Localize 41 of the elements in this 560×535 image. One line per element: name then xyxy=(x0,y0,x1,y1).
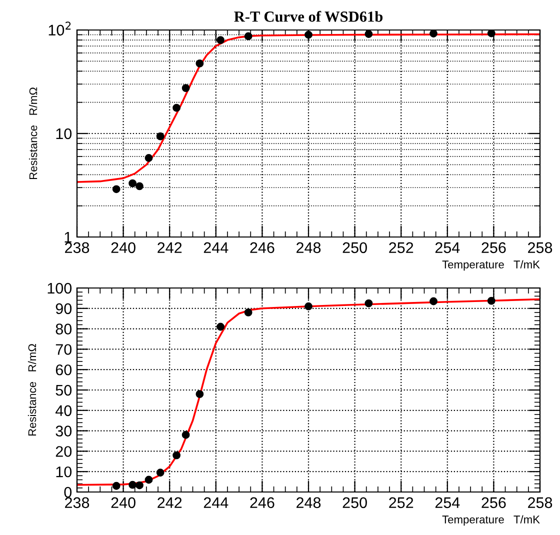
y-axis-title: Resistance R/mΩ xyxy=(29,88,38,180)
x-tick-label: 254 xyxy=(435,497,460,508)
x-tick-label: 250 xyxy=(342,497,367,508)
y-tick-label: 10 xyxy=(56,466,72,478)
y-tick-label: 10$^{2}$ xyxy=(48,22,71,36)
y-tick-label: 1 xyxy=(64,232,72,243)
x-tick-label: 256 xyxy=(482,242,506,254)
x-tick-label: 256 xyxy=(482,497,506,508)
y-tick-label: 0 xyxy=(64,486,72,498)
x-tick-label: 252 xyxy=(389,242,414,254)
x-tick-label: 244 xyxy=(204,242,228,253)
x-axis-title: Temperature T/mK xyxy=(442,260,540,271)
y-tick-label: 40 xyxy=(56,405,72,416)
x-tick-label: 240 xyxy=(111,242,136,254)
chart-title: R-T Curve of WSD61b xyxy=(234,10,383,22)
y-tick-label: 20 xyxy=(56,446,72,457)
x-tick-label: 258 xyxy=(528,497,552,508)
y-tick-label: 30 xyxy=(56,426,72,436)
x-axis-title: Temperature T/mK xyxy=(442,515,540,526)
y-tick-label: 90 xyxy=(56,303,72,314)
y-tick-label: 70 xyxy=(56,344,72,355)
y-tick-label: 10 xyxy=(56,128,72,140)
x-tick-label: 238 xyxy=(65,497,90,508)
x-tick-label: 242 xyxy=(158,242,182,253)
x-tick-label: 238 xyxy=(65,242,90,254)
y-tick-label: 50 xyxy=(56,384,72,396)
x-tick-label: 258 xyxy=(528,242,552,254)
x-tick-label: 254 xyxy=(435,242,460,254)
x-tick-label: 246 xyxy=(250,242,274,254)
y-tick-label: 80 xyxy=(56,324,72,334)
x-tick-label: 252 xyxy=(389,497,414,508)
y-tick-label: 100 xyxy=(48,282,72,294)
x-tick-label: 246 xyxy=(250,497,274,508)
x-tick-label: 248 xyxy=(296,242,321,254)
y-axis-title: Resistance R/mΩ xyxy=(28,344,36,436)
x-tick-label: 244 xyxy=(204,497,228,508)
y-tick-label: 60 xyxy=(56,364,72,376)
x-tick-label: 248 xyxy=(296,497,321,508)
x-tick-label: 250 xyxy=(342,242,367,254)
x-tick-label: 242 xyxy=(158,497,182,508)
x-tick-label: 240 xyxy=(111,497,136,508)
